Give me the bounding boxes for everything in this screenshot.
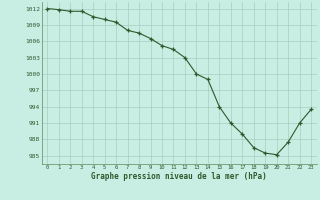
X-axis label: Graphe pression niveau de la mer (hPa): Graphe pression niveau de la mer (hPa) [91, 172, 267, 181]
